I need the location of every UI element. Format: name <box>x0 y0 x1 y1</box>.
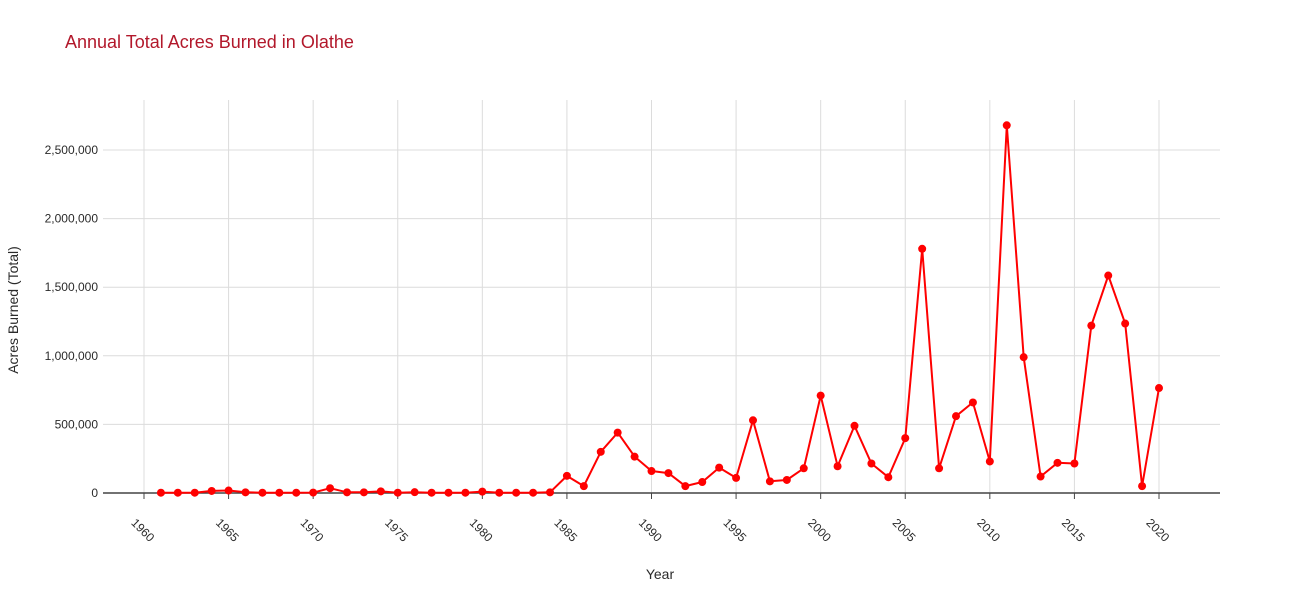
y-tick-label: 2,000,000 <box>45 212 99 226</box>
data-point[interactable] <box>1138 482 1147 491</box>
x-tick-label: 1965 <box>213 516 242 545</box>
data-point[interactable] <box>816 391 825 400</box>
data-point[interactable] <box>782 475 791 484</box>
x-tick-label: 1970 <box>298 516 327 545</box>
y-tick-label: 1,000,000 <box>45 349 99 363</box>
data-point[interactable] <box>478 487 487 496</box>
data-point[interactable] <box>850 421 859 430</box>
data-point[interactable] <box>461 488 470 497</box>
data-point[interactable] <box>968 398 977 407</box>
x-tick-label: 1960 <box>128 516 157 545</box>
data-point[interactable] <box>359 488 368 497</box>
data-point[interactable] <box>562 471 571 480</box>
data-point[interactable] <box>207 486 216 495</box>
series-line <box>160 124 1160 494</box>
data-point[interactable] <box>664 469 673 478</box>
data-point[interactable] <box>715 463 724 472</box>
x-tick-label: 1975 <box>382 516 411 545</box>
data-point[interactable] <box>292 488 301 497</box>
x-tick-label: 2015 <box>1059 516 1088 545</box>
data-point[interactable] <box>326 484 335 493</box>
x-tick-label: 2000 <box>805 516 834 545</box>
data-point[interactable] <box>393 488 402 497</box>
data-point[interactable] <box>156 488 165 497</box>
data-point[interactable] <box>376 487 385 496</box>
data-point[interactable] <box>1053 458 1062 467</box>
data-point[interactable] <box>512 488 521 497</box>
x-tick-label: 1985 <box>551 516 580 545</box>
data-point[interactable] <box>444 488 453 497</box>
data-point[interactable] <box>275 488 284 497</box>
data-point[interactable] <box>1087 321 1096 330</box>
data-point[interactable] <box>647 467 656 476</box>
data-point[interactable] <box>343 488 351 497</box>
data-point[interactable] <box>681 482 690 491</box>
data-point[interactable] <box>579 482 588 491</box>
data-point[interactable] <box>799 464 808 473</box>
data-point[interactable] <box>732 473 741 482</box>
data-point[interactable] <box>867 459 876 468</box>
data-point[interactable] <box>918 244 927 253</box>
data-point[interactable] <box>935 464 944 473</box>
y-tick-label: 1,500,000 <box>45 280 99 294</box>
data-point[interactable] <box>1155 384 1163 393</box>
data-point[interactable] <box>546 488 554 497</box>
x-axis-title: Year <box>646 566 675 582</box>
data-point[interactable] <box>630 452 639 461</box>
data-point[interactable] <box>309 488 318 497</box>
grid-lines <box>103 100 1220 493</box>
data-point[interactable] <box>190 488 199 497</box>
data-point[interactable] <box>985 457 994 466</box>
x-tick-label: 1995 <box>721 516 750 545</box>
data-point[interactable] <box>952 412 960 421</box>
data-point[interactable] <box>258 488 267 497</box>
data-point[interactable] <box>698 478 707 487</box>
axes: 1960 1965 1970 1975 1980 1985 1990 1995 2000 2005… <box>45 143 1220 545</box>
x-tick-label: 1980 <box>467 516 496 545</box>
y-axis-title: Acres Burned (Total) <box>5 246 21 374</box>
data-point[interactable] <box>427 488 436 497</box>
data-point[interactable] <box>749 416 757 425</box>
data-point[interactable] <box>613 428 622 437</box>
data-point[interactable] <box>1019 353 1028 362</box>
x-tick-label: 2020 <box>1143 516 1172 545</box>
data-point[interactable] <box>1121 319 1130 328</box>
data-point[interactable] <box>241 488 250 497</box>
data-point[interactable] <box>833 462 842 471</box>
y-tick-label: 0 <box>91 486 98 500</box>
data-point[interactable] <box>1104 271 1113 280</box>
y-tick-label: 2,500,000 <box>45 143 99 157</box>
data-point[interactable] <box>495 488 504 497</box>
data-point[interactable] <box>410 488 419 497</box>
y-tick-label: 500,000 <box>55 417 99 431</box>
chart-title: Annual Total Acres Burned in Olathe <box>65 32 354 52</box>
x-tick-label: 2010 <box>974 516 1003 545</box>
data-point[interactable] <box>529 488 538 497</box>
data-point[interactable] <box>765 477 774 486</box>
data-points <box>156 121 1163 497</box>
x-tick-label: 1990 <box>636 516 665 545</box>
data-point[interactable] <box>173 488 182 497</box>
series-line-layer <box>160 124 1160 494</box>
data-point[interactable] <box>901 434 910 443</box>
data-point[interactable] <box>224 486 233 495</box>
data-point[interactable] <box>1036 472 1045 481</box>
data-point[interactable] <box>596 447 605 456</box>
data-point[interactable] <box>1002 121 1011 130</box>
x-tick-label: 2005 <box>890 516 919 545</box>
data-point[interactable] <box>1070 459 1079 468</box>
data-point[interactable] <box>884 473 893 482</box>
